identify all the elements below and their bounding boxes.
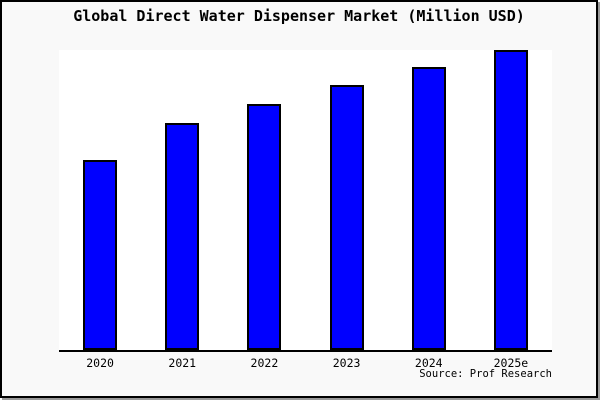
x-axis-labels: 2020 2021 2022 2023 2024 2025e bbox=[59, 356, 552, 372]
x-tick-label: 2023 bbox=[332, 356, 361, 370]
x-tick-label: 2021 bbox=[168, 356, 197, 370]
plot-area bbox=[59, 50, 552, 352]
bar-2025e bbox=[494, 50, 528, 350]
bar-2024 bbox=[412, 67, 446, 350]
bar-2020 bbox=[83, 160, 117, 350]
bar-2023 bbox=[330, 85, 364, 350]
bar-2021 bbox=[165, 123, 199, 350]
x-tick-label: 2020 bbox=[86, 356, 114, 370]
x-tick-label: 2022 bbox=[250, 356, 279, 370]
chart-title: Global Direct Water Dispenser Market (Mi… bbox=[73, 7, 525, 25]
source-text: Source: Prof Research bbox=[419, 368, 552, 380]
x-tick-label: 2025e bbox=[493, 356, 529, 370]
bar-2022 bbox=[247, 104, 281, 350]
x-tick-label: 2024 bbox=[414, 356, 443, 370]
